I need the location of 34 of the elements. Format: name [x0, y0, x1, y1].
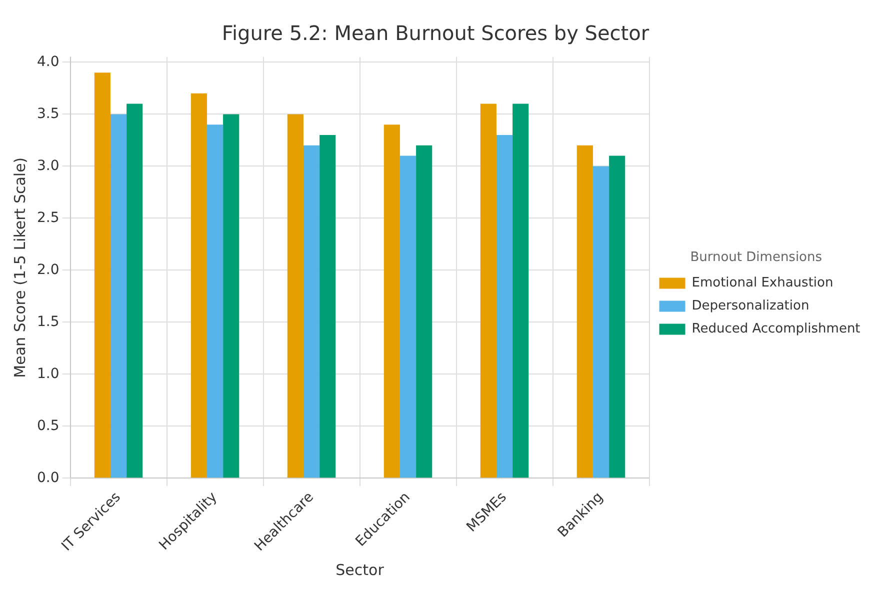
- y-tick-label: 0.0: [37, 470, 60, 486]
- y-axis-title: Mean Score (1-5 Likert Scale): [10, 157, 29, 378]
- y-tick-label: 2.0: [37, 262, 60, 278]
- bar: [400, 156, 416, 478]
- chart-title: Figure 5.2: Mean Burnout Scores by Sector: [222, 21, 650, 46]
- legend-label: Depersonalization: [692, 298, 810, 314]
- y-tick-label: 0.5: [37, 418, 60, 434]
- y-tick-label: 3.0: [37, 158, 60, 174]
- bar: [190, 93, 207, 478]
- y-tick-label: 4.0: [37, 54, 60, 70]
- legend-label: Reduced Accomplishment: [692, 322, 860, 337]
- bar: [126, 104, 143, 478]
- bar: [287, 114, 304, 478]
- y-tick-label: 2.5: [37, 210, 60, 226]
- bar: [416, 145, 432, 478]
- legend-title: Burnout Dimensions: [690, 250, 822, 266]
- bar: [384, 124, 400, 478]
- bar: [110, 114, 127, 478]
- bar: [609, 156, 626, 478]
- y-tick-label: 3.5: [37, 106, 60, 122]
- bar: [480, 104, 496, 478]
- y-tick-label: 1.0: [37, 366, 60, 382]
- bar: [94, 72, 110, 478]
- y-tick-label: 1.5: [37, 314, 60, 330]
- bar: [223, 114, 240, 478]
- bar: [496, 134, 513, 478]
- legend-label: Emotional Exhaustion: [692, 276, 834, 291]
- x-axis-title: Sector: [336, 560, 385, 579]
- bar: [320, 134, 336, 478]
- bar: [592, 166, 610, 478]
- bar: [512, 104, 529, 478]
- bar: [206, 124, 224, 478]
- bar: [303, 145, 320, 478]
- bar: [576, 145, 593, 478]
